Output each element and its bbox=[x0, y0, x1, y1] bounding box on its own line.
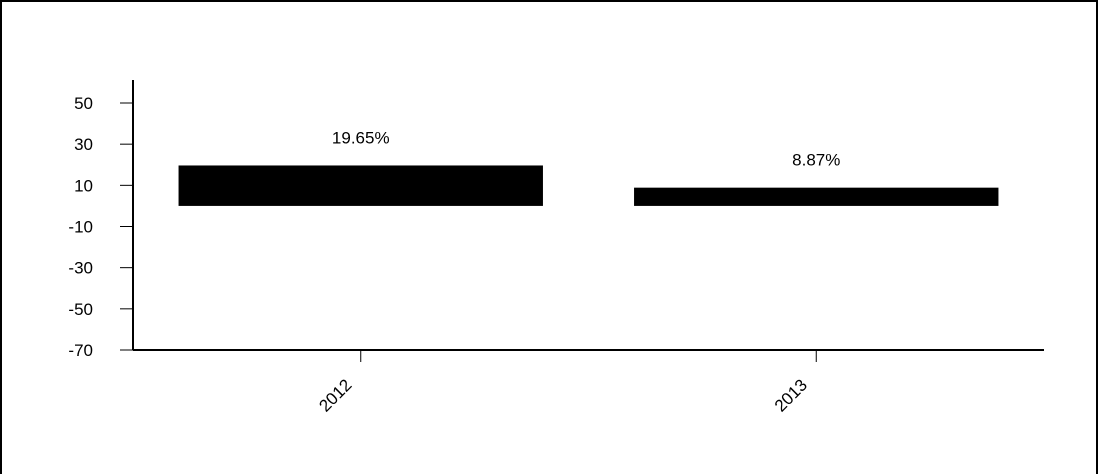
bars bbox=[178, 165, 999, 206]
x-tick-label: 2013 bbox=[771, 375, 811, 415]
y-tick-label: -30 bbox=[68, 259, 93, 278]
x-tick-label: 2012 bbox=[315, 375, 355, 415]
data-label: 8.87% bbox=[792, 151, 840, 170]
bar-2013 bbox=[634, 187, 999, 206]
data-label: 19.65% bbox=[332, 128, 390, 147]
y-axis: 50 30 10 -10 -30 -50 -70 bbox=[68, 80, 134, 360]
y-tick-label: -70 bbox=[68, 341, 93, 360]
data-labels: 19.65% 8.87% bbox=[332, 128, 840, 169]
y-tick-label: 30 bbox=[74, 135, 93, 154]
y-tick-label: -50 bbox=[68, 300, 93, 319]
y-tick-label: -10 bbox=[68, 218, 93, 237]
y-tick-label: 50 bbox=[74, 94, 93, 113]
x-axis: 2012 2013 bbox=[133, 349, 1044, 416]
bar-2012 bbox=[178, 165, 543, 206]
y-tick-label: 10 bbox=[74, 176, 93, 195]
